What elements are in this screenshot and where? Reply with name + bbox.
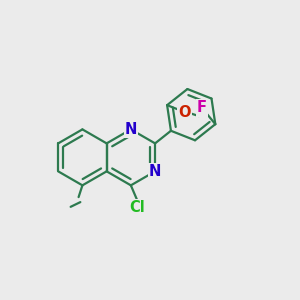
Text: N: N — [125, 122, 137, 137]
Text: Cl: Cl — [129, 200, 145, 215]
Text: F: F — [197, 100, 207, 116]
Text: N: N — [149, 164, 161, 179]
Text: O: O — [178, 105, 191, 120]
